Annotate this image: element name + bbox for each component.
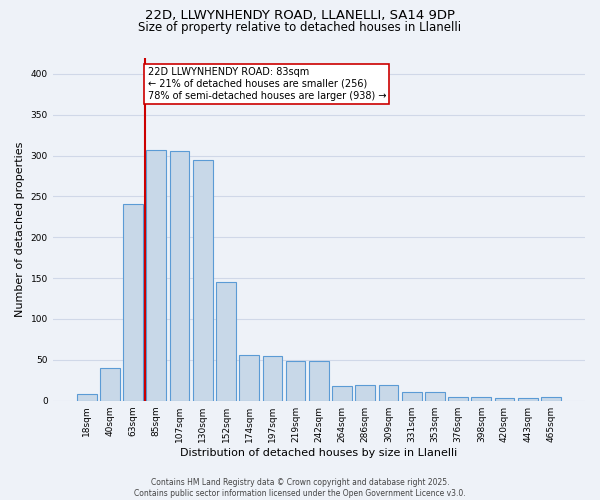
Bar	[239, 355, 259, 401]
Bar	[494, 398, 514, 400]
Bar	[379, 385, 398, 400]
Bar	[286, 362, 305, 401]
Bar	[518, 398, 538, 400]
Bar	[263, 356, 282, 401]
Bar	[309, 362, 329, 401]
Bar	[100, 368, 120, 400]
Bar	[332, 386, 352, 400]
Bar	[77, 394, 97, 400]
Y-axis label: Number of detached properties: Number of detached properties	[15, 142, 25, 317]
X-axis label: Distribution of detached houses by size in Llanelli: Distribution of detached houses by size …	[180, 448, 457, 458]
Text: Contains HM Land Registry data © Crown copyright and database right 2025.
Contai: Contains HM Land Registry data © Crown c…	[134, 478, 466, 498]
Bar	[425, 392, 445, 400]
Text: Size of property relative to detached houses in Llanelli: Size of property relative to detached ho…	[139, 21, 461, 34]
Bar	[448, 396, 468, 400]
Bar	[123, 204, 143, 400]
Bar	[402, 392, 422, 400]
Bar	[355, 385, 375, 400]
Bar	[170, 152, 190, 400]
Text: 22D LLWYNHENDY ROAD: 83sqm
← 21% of detached houses are smaller (256)
78% of sem: 22D LLWYNHENDY ROAD: 83sqm ← 21% of deta…	[148, 68, 386, 100]
Bar	[146, 150, 166, 401]
Bar	[216, 282, 236, 401]
Bar	[541, 398, 561, 400]
Text: 22D, LLWYNHENDY ROAD, LLANELLI, SA14 9DP: 22D, LLWYNHENDY ROAD, LLANELLI, SA14 9DP	[145, 9, 455, 22]
Bar	[472, 398, 491, 400]
Bar	[193, 160, 212, 400]
